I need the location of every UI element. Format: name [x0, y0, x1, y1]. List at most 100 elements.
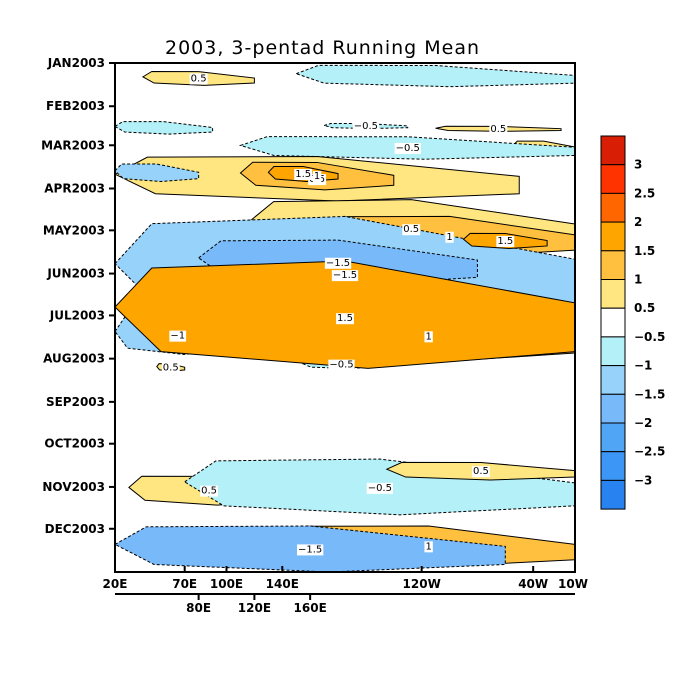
x-axis-primary: 20E 70E 100E 140E 120W 40W 10W	[103, 566, 588, 591]
contour-label: 1.5	[497, 236, 513, 247]
colorbar-label: −3	[634, 473, 652, 487]
colorbar-swatch	[600, 164, 626, 194]
contour-label-bg	[424, 541, 433, 553]
contour-label-bg	[336, 313, 354, 325]
colorbar-label: −2	[634, 416, 652, 430]
colorbar-swatch	[600, 192, 626, 223]
contour-label-bg	[161, 362, 180, 374]
contour-label-bg	[324, 257, 352, 269]
y-tick-label: OCT2003	[44, 437, 105, 451]
contour-label: −0.5	[329, 360, 353, 371]
y-tick-label: JAN2003	[47, 56, 105, 70]
colorbar-label: 3	[634, 158, 642, 172]
contour-label: 0.5	[490, 124, 506, 135]
contour-label: 0.5	[403, 224, 419, 235]
negative-anomaly-region	[294, 64, 575, 88]
contour-label-bg	[169, 330, 187, 342]
contour-label: 1	[425, 541, 431, 552]
contour-label-bg	[489, 123, 508, 135]
colorbar-swatch	[600, 451, 626, 481]
contour-label-bg	[394, 142, 421, 154]
x-tick-label: 10W	[558, 577, 588, 591]
negative-anomaly-region	[115, 163, 200, 183]
contour-label-bg	[352, 121, 380, 133]
contour-label: −0.5	[354, 121, 378, 132]
contour-label-bg	[294, 169, 313, 181]
x-tick-label: 100E	[210, 577, 243, 591]
contour-label: 0.5	[163, 362, 179, 373]
y-tick-label: APR2003	[44, 182, 105, 196]
x-tick-label: 70E	[172, 577, 197, 591]
colorbar-label: 1.5	[634, 244, 655, 258]
contour-label-bg	[297, 544, 324, 556]
x-tick-label-secondary: 120E	[238, 601, 271, 615]
colorbar-label: −1	[634, 359, 652, 373]
y-tick-label: JUN2003	[46, 267, 105, 281]
colorbar-label: 0.5	[634, 301, 655, 315]
y-tick-label: DEC2003	[45, 522, 105, 536]
contour-label: −1.5	[298, 544, 322, 555]
contour-label: −1.5	[326, 258, 350, 269]
contour-label-bg	[200, 485, 219, 497]
contour-label-bg	[424, 331, 433, 343]
colorbar-label: 2.5	[634, 186, 655, 200]
contour-label-bg	[189, 73, 208, 85]
colorbar-label: −1.5	[634, 387, 665, 401]
colorbar-swatch	[600, 479, 626, 510]
contour-label: 1.5	[337, 313, 353, 324]
colorbar-swatch	[600, 422, 626, 453]
x-tick-label-secondary: 160E	[294, 601, 327, 615]
colorbar-swatch	[600, 250, 626, 281]
y-tick-label: AUG2003	[43, 352, 105, 366]
contour-labels: 0.5−0.50.5−0.50.50.50.5−0.50.5−0.50.511−…	[161, 73, 515, 556]
colorbar-swatch	[600, 336, 626, 367]
x-tick-label: 40W	[518, 577, 548, 591]
y-tick-label: JUL2003	[49, 308, 105, 322]
x-tick-label: 140E	[266, 577, 299, 591]
colorbar-label: −2.5	[634, 445, 665, 459]
contour-label-bg	[366, 482, 393, 494]
contour-label-bg	[328, 359, 355, 371]
x-tick-label: 120W	[403, 577, 441, 591]
plot-frame	[114, 62, 576, 573]
contour-label: 1	[425, 331, 431, 342]
contour-label: −0.5	[396, 143, 420, 154]
x-tick-label-secondary: 80E	[186, 601, 211, 615]
y-tick-label: FEB2003	[46, 99, 105, 113]
contour-label-bg	[402, 224, 421, 236]
contour-label: 1	[314, 171, 320, 182]
contour-label: −0.5	[368, 483, 392, 494]
contour-label-bg	[496, 235, 515, 247]
colorbar: 3 2.5 2 1.5 1 0.5 −0.5 −1 −1.5 −2 −2.5 −3	[600, 135, 665, 510]
y-tick-label: MAY2003	[43, 223, 105, 237]
contour-label-bg	[445, 231, 454, 243]
x-axis-secondary: 80E 120E 160E	[186, 594, 327, 615]
y-tick-label: NOV2003	[42, 480, 105, 494]
y-tick-label: MAR2003	[41, 138, 105, 152]
contour-label: −1.5	[333, 270, 357, 281]
y-tick-label: SEP2003	[46, 395, 105, 409]
plot-area: 0.5−0.50.5−0.50.50.50.5−0.50.5−0.50.511−…	[115, 63, 575, 572]
negative-anomaly-region	[115, 121, 214, 135]
colorbar-swatch	[600, 393, 626, 424]
colorbar-label: 2	[634, 215, 642, 229]
chart-title: 2003, 3-pentad Running Mean	[165, 37, 480, 59]
colorbar-swatch	[600, 221, 626, 252]
colorbar-swatch	[600, 135, 626, 166]
contour-label-bg	[471, 466, 490, 478]
colorbar-label: 1	[634, 273, 642, 287]
contour-label: 0.5	[191, 73, 207, 84]
contour-label: −1	[170, 331, 185, 342]
x-tick-label: 20E	[103, 577, 128, 591]
contour-label-bg	[312, 171, 322, 183]
contour-label: 1	[446, 232, 452, 243]
colorbar-swatch	[600, 279, 626, 309]
contour-label: 0.5	[473, 466, 489, 477]
contour-label-bg	[331, 270, 359, 282]
contour-label: 0.5	[201, 486, 217, 497]
colorbar-swatch	[600, 307, 626, 338]
contour-label: 1.5	[295, 169, 311, 180]
y-axis: JAN2003 FEB2003 MAR2003 APR2003 MAY2003 JUN20…	[41, 56, 115, 536]
colorbar-label: −0.5	[634, 330, 665, 344]
